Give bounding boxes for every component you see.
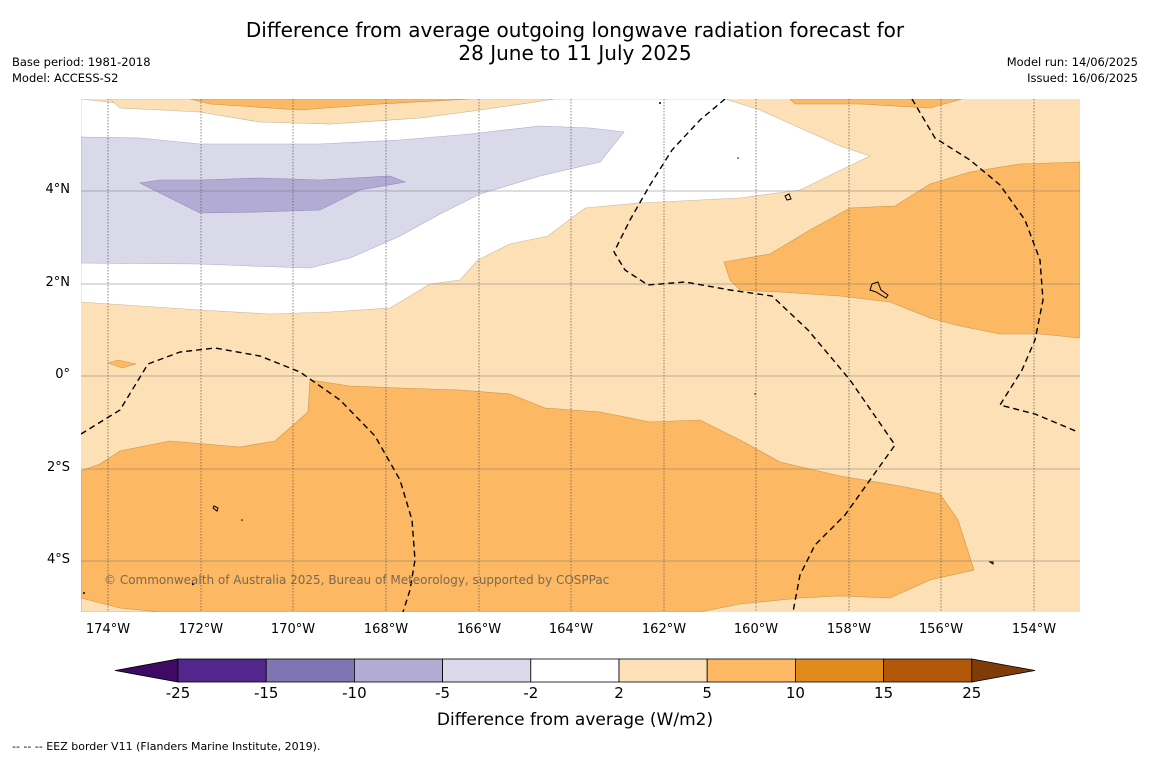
field-medium-purple: [139, 175, 407, 214]
colorbar-arrow-low: [114, 658, 179, 683]
model-run-text: Model run: 14/06/2025: [1006, 55, 1138, 69]
lon-label-156w: 156°W: [918, 622, 964, 637]
eez-footnote: -- -- -- EEZ border V11 (Flanders Marine…: [12, 740, 321, 753]
colorbar-box: [530, 658, 620, 683]
chart-title: Difference from average outgoing longwav…: [0, 19, 1150, 65]
lon-label-158w: 158°W: [826, 622, 872, 637]
latitude-gridlines: [81, 190, 1080, 562]
field-orange-top-right: [789, 99, 963, 109]
title-line-1: Difference from average outgoing longwav…: [245, 18, 905, 42]
lon-label-164w: 164°W: [548, 622, 594, 637]
colorbar-tick-label: -10: [342, 684, 367, 702]
meta-left: Base period: 1981-2018 Model: ACCESS-S2: [12, 54, 151, 86]
field-orange-fleck: [107, 359, 137, 369]
lon-label-168w: 168°W: [363, 622, 409, 637]
colorbar-box: [618, 658, 708, 683]
field-light-purple: [81, 125, 625, 269]
lon-label-170w: 170°W: [270, 622, 316, 637]
colorbar-box: [177, 658, 267, 683]
field-orange-south: [81, 379, 975, 612]
title-line-2: 28 June to 11 July 2025: [458, 41, 692, 65]
base-period-text: Base period: 1981-2018: [12, 55, 151, 69]
lon-label-172w: 172°W: [178, 622, 224, 637]
colorbar-arrow-high: [971, 658, 1036, 683]
lat-label-equator: 0°: [55, 367, 70, 382]
colorbar-tick-label: -2: [523, 684, 539, 702]
eez-border-east: [911, 99, 1079, 433]
colorbar-box: [442, 658, 532, 683]
lon-label-154w: 154°W: [1011, 622, 1057, 637]
issued-text: Issued: 16/06/2025: [1027, 71, 1138, 85]
lat-label-2s: 2°S: [46, 460, 70, 475]
eez-border-west: [81, 347, 416, 612]
lat-label-4s: 4°S: [46, 552, 70, 567]
colorbar-tick-label: -25: [165, 684, 191, 702]
field-orange-northeast: [723, 161, 1080, 339]
copyright-notice: © Commonwealth of Australia 2025, Bureau…: [104, 573, 610, 587]
field-orange-top-left: [189, 99, 471, 111]
model-text: Model: ACCESS-S2: [12, 71, 119, 85]
lon-label-166w: 166°W: [456, 622, 502, 637]
colorbar-box: [795, 658, 885, 683]
island-jarvis: [784, 193, 792, 201]
field-top-strip: [109, 99, 556, 125]
island-small-south: [212, 505, 219, 512]
olr-anomaly-map: [81, 99, 1080, 683]
colorbar-tick-label: 5: [702, 684, 712, 702]
colorbar-label: Difference from average (W/m2): [436, 710, 714, 730]
colorbar-tick-label: 2: [614, 684, 624, 702]
lon-label-162w: 162°W: [641, 622, 687, 637]
eez-border-central: [613, 99, 896, 612]
colorbar: [114, 658, 1036, 683]
lon-label-160w: 160°W: [733, 622, 779, 637]
colorbar-tick-label: 15: [874, 684, 894, 702]
colorbar-tick-label: -15: [253, 684, 279, 702]
meta-right: Model run: 14/06/2025 Issued: 16/06/2025: [1007, 54, 1138, 86]
colorbar-tick-label: -5: [435, 684, 451, 702]
field-pale-south-patch: [81, 597, 161, 612]
lat-label-2n: 2°N: [45, 275, 71, 290]
colorbar-box: [883, 658, 973, 683]
island-kiritimati: [869, 281, 889, 299]
island-small-east: [988, 561, 994, 565]
island-dots: [83, 102, 756, 594]
colorbar-box: [353, 658, 443, 683]
eez-borders: [81, 99, 1079, 612]
islands: [212, 193, 994, 565]
longitude-gridlines: [107, 99, 1035, 612]
lon-label-174w: 174°W: [85, 622, 131, 637]
colorbar-box: [265, 658, 355, 683]
colorbar-tick-label: 10: [785, 684, 805, 702]
lat-label-4n: 4°N: [45, 182, 71, 197]
colorbar-tick-label: 25: [962, 684, 982, 702]
colorbar-box: [706, 658, 796, 683]
